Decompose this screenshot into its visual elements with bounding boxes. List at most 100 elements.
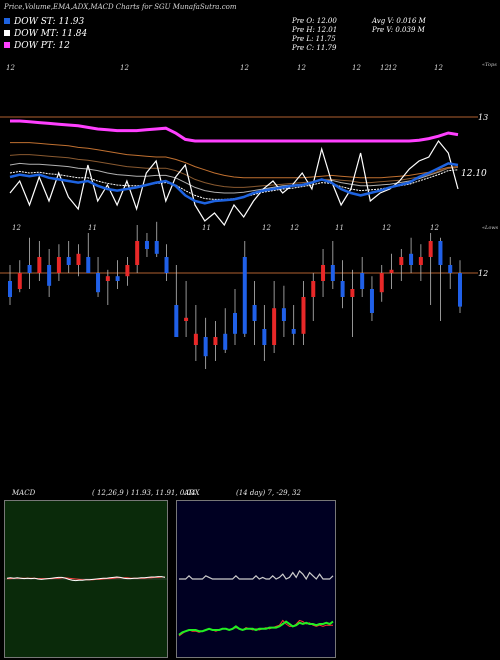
- bottom-tick-label: 11: [335, 224, 344, 232]
- bottom-tick-label: 12: [430, 224, 439, 232]
- macd-panel-values: ( 12,26,9 ) 11.93, 11.91, 0.04: [92, 489, 196, 497]
- ema-band-line: [9, 162, 459, 194]
- candle-body: [281, 308, 286, 321]
- minus-di-line: [178, 619, 333, 637]
- top-tick-label: 12: [380, 64, 389, 72]
- legend-dow-mt-label: DOW MT: 11.84: [14, 29, 88, 39]
- candle-body: [27, 265, 32, 273]
- prev-close: Pre C: 11.79: [292, 44, 337, 52]
- bottom-tick-label: 12: [290, 224, 299, 232]
- candle-body: [262, 329, 267, 345]
- price-axis-label: 13: [478, 113, 488, 122]
- candle-body: [96, 273, 101, 293]
- candle-body: [389, 269, 394, 273]
- dow-st-line: [9, 162, 459, 205]
- candle-body: [8, 281, 12, 297]
- candle-body: [252, 305, 257, 321]
- candle-body: [428, 241, 433, 257]
- candle-body: [184, 317, 189, 321]
- candle-body: [56, 257, 61, 273]
- candle-body: [115, 276, 120, 281]
- candle-body: [350, 289, 355, 297]
- candle-body: [213, 337, 218, 345]
- prev-volume: Pre V: 0.039 M: [372, 26, 425, 34]
- legend-dow-mt: DOW MT: 11.84: [4, 29, 87, 39]
- candle-body: [340, 281, 345, 297]
- candle-body: [311, 281, 316, 297]
- candle-body: [193, 333, 198, 345]
- candle-body: [272, 308, 277, 345]
- legend-dow-st-label: DOW ST: 11.93: [14, 17, 85, 27]
- candle-body: [86, 257, 91, 273]
- top-tick-label: 12: [240, 64, 249, 72]
- avg-volume: Avg V: 0.016 M: [372, 17, 426, 25]
- candle-body: [321, 265, 326, 281]
- adx-chart: [178, 570, 334, 637]
- top-tick-label: 12: [352, 64, 361, 72]
- adx-panel: [176, 500, 336, 658]
- top-tick-label: 12: [297, 64, 306, 72]
- candle-body: [37, 257, 42, 273]
- candle-body: [379, 273, 384, 293]
- candle-body: [458, 273, 462, 307]
- prev-high: Pre H: 12.01: [292, 26, 338, 34]
- candle-body: [409, 253, 414, 265]
- last-close-label: 12.10: [461, 169, 487, 179]
- prev-low: Pre L: 11.75: [292, 35, 336, 43]
- adx-panel-label: ADX: [184, 489, 200, 497]
- legend-dow-st-swatch: [4, 18, 10, 24]
- price-axis-label: 12: [478, 269, 488, 278]
- dow-mt-line: [9, 169, 459, 200]
- macd-chart: [5, 576, 167, 582]
- candle-body: [144, 241, 149, 249]
- bottom-tick-label: 11: [88, 224, 97, 232]
- macd-panel-label: MACD: [12, 489, 36, 497]
- candle-body: [301, 297, 306, 334]
- bottom-tick-label: 12: [262, 224, 271, 232]
- top-tick-label: 12: [434, 64, 443, 72]
- macd-panel: [4, 500, 168, 658]
- candle-body: [369, 289, 374, 313]
- candle-body: [76, 253, 81, 265]
- candle-body: [330, 265, 335, 281]
- adx-panel-values: (14 day) 7, -29, 32: [236, 489, 301, 497]
- candle-body: [233, 313, 237, 334]
- candle-body: [448, 265, 453, 273]
- close-price-line: [9, 139, 459, 227]
- candle-body: [135, 241, 140, 265]
- top-tick-label: 12: [388, 64, 397, 72]
- candle-body: [203, 337, 208, 357]
- macd-line: [6, 576, 166, 582]
- lows-annotation: «Lows: [482, 225, 499, 231]
- candle-body: [17, 273, 22, 289]
- candle-body: [66, 257, 71, 265]
- bottom-tick-label: 12: [12, 224, 21, 232]
- candle-body: [174, 305, 179, 337]
- bottom-tick-label: 11: [202, 224, 211, 232]
- candle-body: [47, 265, 52, 286]
- ema-band-line: [10, 142, 459, 179]
- ema-band-line: [9, 154, 459, 188]
- chart-title: Price,Volume,EMA,ADX,MACD Charts for SGU…: [4, 3, 237, 11]
- plus-di-line: [178, 620, 334, 636]
- prev-open: Pre O: 12.00: [292, 17, 337, 25]
- candle-body: [438, 241, 443, 265]
- dow-pt-line: [10, 119, 459, 143]
- tops-annotation: «Tops: [482, 62, 497, 68]
- legend-dow-pt-label: DOW PT: 12: [14, 41, 70, 51]
- legend-dow-st: DOW ST: 11.93: [4, 17, 84, 27]
- candle-body: [399, 257, 404, 265]
- candle-body: [105, 276, 110, 281]
- candle-body: [418, 257, 423, 265]
- candle-body: [154, 241, 159, 254]
- legend-dow-pt: DOW PT: 12: [4, 41, 70, 51]
- candle-body: [360, 273, 365, 289]
- top-tick-label: 12: [6, 64, 15, 72]
- adx-line: [179, 570, 334, 581]
- legend-dow-pt-swatch: [4, 42, 10, 48]
- candle-body: [164, 257, 169, 273]
- candle-body: [223, 333, 228, 350]
- candle-body: [291, 329, 296, 334]
- candle-body: [125, 265, 130, 277]
